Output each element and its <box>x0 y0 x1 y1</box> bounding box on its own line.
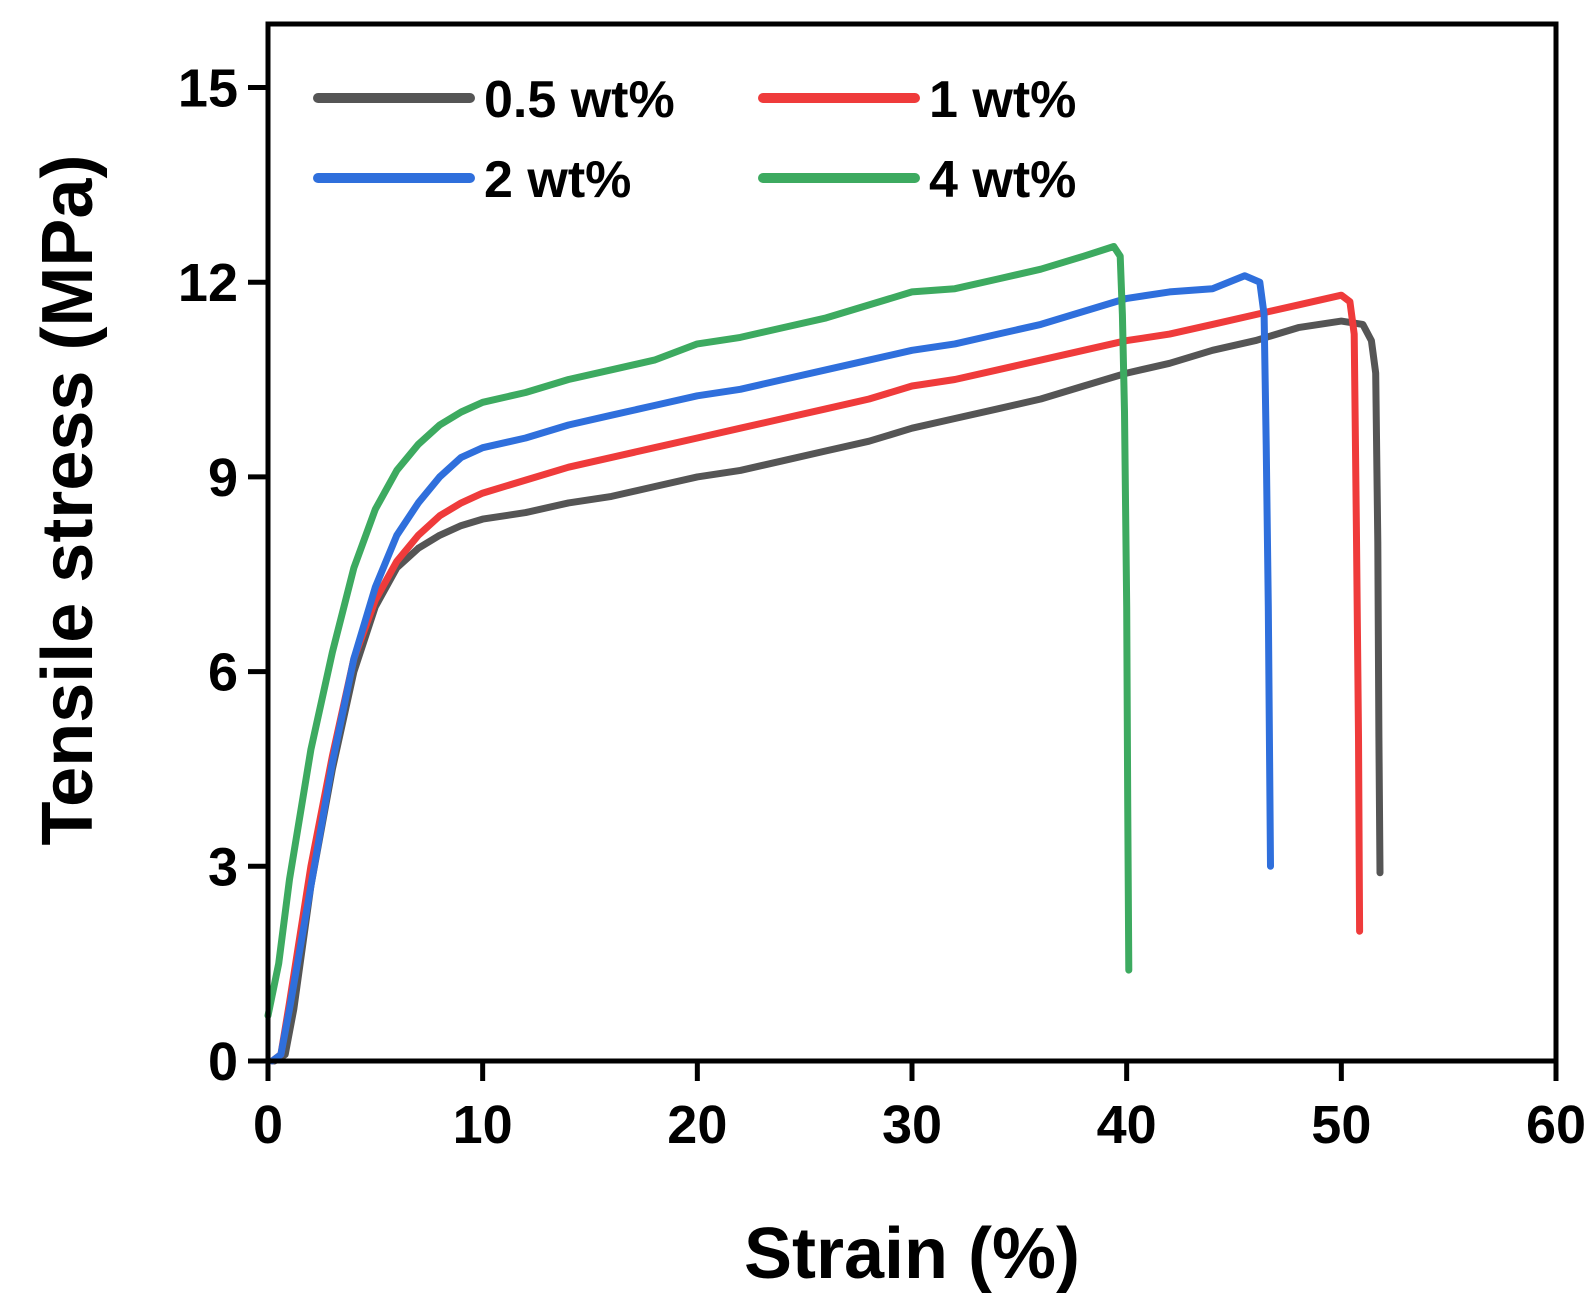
y-tick-label: 0 <box>208 1032 238 1092</box>
y-tick-label: 6 <box>208 643 238 703</box>
legend: 0.5 wt% 1 wt% 2 wt% 4 wt% <box>313 71 1076 209</box>
series-line-3 <box>268 272 1274 1065</box>
y-tick-label: 12 <box>178 253 238 313</box>
series-line-4 <box>264 243 1133 1020</box>
y-axis-title: Tensile stress (MPa) <box>28 155 108 846</box>
x-tick-label: 20 <box>667 1095 727 1155</box>
x-tick-label: 0 <box>253 1095 283 1155</box>
y-tick-label: 15 <box>178 59 238 119</box>
x-tick-label: 10 <box>453 1095 513 1155</box>
legend-label: 4 wt% <box>929 151 1076 209</box>
series-line-1 <box>270 317 1384 1065</box>
series-line-2 <box>268 291 1364 1065</box>
y-tick-label: 9 <box>208 448 238 508</box>
y-tick-label: 3 <box>208 837 238 897</box>
x-axis-ticks: 0 10 20 30 40 50 60 <box>253 1061 1586 1155</box>
x-tick-label: 60 <box>1526 1095 1586 1155</box>
x-tick-label: 30 <box>882 1095 942 1155</box>
x-tick-label: 50 <box>1311 1095 1371 1155</box>
y-axis-ticks: 0 3 6 9 12 15 <box>178 59 268 1092</box>
plot-series <box>264 243 1384 1065</box>
legend-label: 2 wt% <box>484 151 631 209</box>
x-axis-title: Strain (%) <box>744 1214 1080 1294</box>
x-tick-label: 40 <box>1097 1095 1157 1155</box>
legend-label: 0.5 wt% <box>484 71 675 129</box>
legend-label: 1 wt% <box>929 71 1076 129</box>
